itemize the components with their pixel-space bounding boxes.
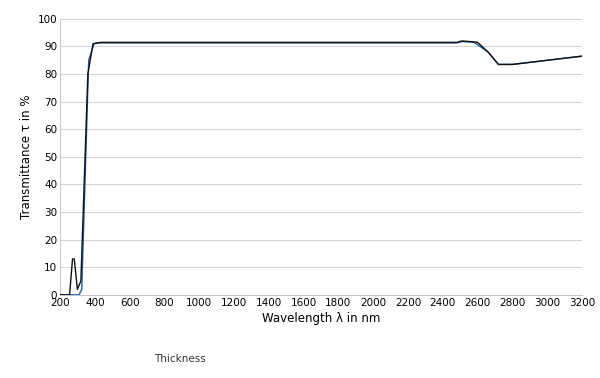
- Y-axis label: Transmittance τ in %: Transmittance τ in %: [20, 94, 34, 219]
- X-axis label: Wavelength λ in nm: Wavelength λ in nm: [262, 312, 380, 325]
- Text: Thickness: Thickness: [154, 354, 206, 364]
